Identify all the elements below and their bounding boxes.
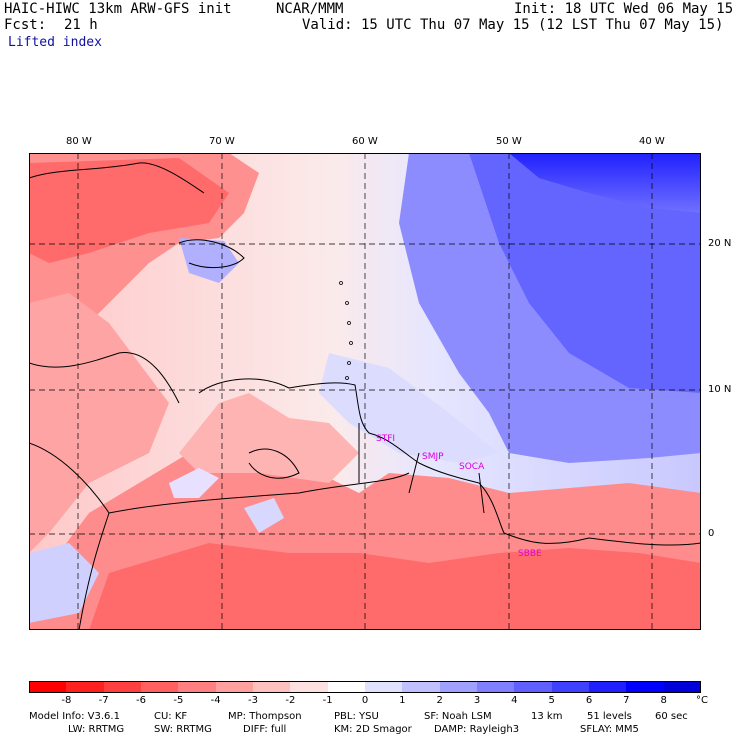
colorbar-bin bbox=[626, 681, 665, 693]
colorbar-bin bbox=[103, 681, 142, 693]
colorbar-tick-label: -1 bbox=[322, 695, 333, 706]
unstable-region-venezuela bbox=[179, 393, 359, 483]
lon-label-40w: 40 W bbox=[639, 136, 665, 147]
lat-label-20n: 20 N bbox=[708, 238, 732, 249]
footer-sflay: SFLAY: MM5 bbox=[580, 724, 639, 735]
colorbar-bin bbox=[402, 681, 441, 693]
colorbar-bin bbox=[663, 681, 702, 693]
colorbar-tick-label: 6 bbox=[585, 695, 593, 706]
stable-region-mid bbox=[469, 153, 701, 393]
footer-cu: CU: KF bbox=[154, 711, 188, 722]
footer-damp: DAMP: Rayleigh3 bbox=[434, 724, 520, 735]
colorbar-tick-label: -5 bbox=[173, 695, 184, 706]
footer-pbl: PBL: YSU bbox=[334, 711, 379, 722]
lat-label-0: 0 bbox=[708, 528, 715, 539]
graticule bbox=[29, 153, 701, 630]
footer-diff: DIFF: full bbox=[243, 724, 287, 735]
colorbar-frame bbox=[29, 681, 701, 693]
colorbar-bin bbox=[439, 681, 478, 693]
colorbar-tick-label: 4 bbox=[511, 695, 518, 706]
footer-sf: SF: Noah LSM bbox=[424, 711, 492, 722]
lon-label-60w: 60 W bbox=[352, 136, 378, 147]
field-name: Lifted index bbox=[8, 35, 102, 50]
colorbar-tick-label: -8 bbox=[61, 695, 72, 706]
fcst-label: Fcst: bbox=[4, 17, 47, 33]
footer-dt: 60 sec bbox=[655, 711, 688, 722]
colorbar-bin bbox=[327, 681, 366, 693]
colorbar-tick-label: -7 bbox=[98, 695, 109, 706]
colorbar-tick-label: 3 bbox=[473, 695, 481, 706]
colorbar-tick-label: -3 bbox=[248, 695, 258, 706]
station-label-soca: SOCA bbox=[459, 462, 485, 472]
footer-sw: SW: RRTMG bbox=[154, 724, 212, 735]
colorbar-tick-label: 0 bbox=[361, 695, 369, 706]
model-title: HAIC-HIWC 13km ARW-GFS init bbox=[4, 1, 232, 17]
colorbar-unit: °C bbox=[696, 695, 708, 706]
colorbar-bin bbox=[290, 681, 329, 693]
colorbar-bin bbox=[253, 681, 291, 693]
colorbar-tick-label: 7 bbox=[623, 695, 630, 706]
colorbar-bin bbox=[589, 681, 627, 693]
lon-label-50w: 50 W bbox=[496, 136, 522, 147]
coastlines bbox=[29, 162, 701, 630]
colorbar-bin bbox=[29, 681, 67, 693]
valid-time: Valid: 15 UTC Thu 07 May 15 (12 LST Thu … bbox=[302, 17, 724, 33]
colorbar-tick-label: 2 bbox=[436, 695, 443, 706]
map-frame bbox=[29, 153, 701, 630]
colorbar-tick-label: -6 bbox=[136, 695, 146, 706]
lon-label-70w: 70 W bbox=[209, 136, 235, 147]
stable-region-hispaniola bbox=[179, 238, 239, 283]
unstable-region-south-core bbox=[89, 543, 701, 630]
colorbar-bin bbox=[215, 681, 254, 693]
colorbar-tick-label: -4 bbox=[210, 695, 221, 706]
colorbar-tick-label: 5 bbox=[548, 695, 555, 706]
footer-lw: LW: RRTMG bbox=[68, 724, 125, 735]
agency-label: NCAR/MMM bbox=[276, 1, 344, 17]
footer-levels: 51 levels bbox=[587, 711, 632, 722]
footer-km: KM: 2D Smagor bbox=[334, 724, 412, 735]
colorbar-bin bbox=[514, 681, 553, 693]
fcst-value: 21 h bbox=[64, 17, 98, 33]
footer-mp: MP: Thompson bbox=[228, 711, 302, 722]
colorbar-bin bbox=[551, 681, 590, 693]
lon-label-80w: 80 W bbox=[66, 136, 92, 147]
colorbar-bin bbox=[141, 681, 179, 693]
colorbar-tick-label: 8 bbox=[660, 695, 667, 706]
footer-res: 13 km bbox=[531, 711, 563, 722]
footer-model-info: Model Info: V3.6.1 bbox=[29, 711, 120, 722]
station-label-smjp: SMJP bbox=[422, 452, 444, 462]
init-time: Init: 18 UTC Wed 06 May 15 bbox=[514, 1, 734, 17]
neutral-patch-1 bbox=[169, 468, 219, 498]
colorbar-bin bbox=[66, 681, 105, 693]
stable-region-core bbox=[509, 153, 701, 213]
colorbar-tick-label: 1 bbox=[399, 695, 406, 706]
neutral-patch-2 bbox=[244, 498, 284, 533]
lifted-index-map: STFI SMJP SOCA SBBE bbox=[29, 153, 701, 630]
lat-label-10n: 10 N bbox=[708, 384, 732, 395]
unstable-region-central-america bbox=[29, 293, 169, 553]
colorbar-bin bbox=[477, 681, 515, 693]
colorbar-tick-label: -2 bbox=[285, 695, 296, 706]
station-label-stfi: STFI bbox=[376, 434, 395, 444]
colorbar-bin bbox=[365, 681, 403, 693]
colorbar-bin bbox=[178, 681, 217, 693]
station-label-sbbe: SBBE bbox=[518, 549, 542, 559]
stable-region-inner bbox=[319, 353, 499, 463]
unstable-region-caribbean-core bbox=[29, 158, 229, 263]
neutral-patch-southwest bbox=[29, 543, 99, 623]
lesser-antilles bbox=[339, 281, 353, 380]
